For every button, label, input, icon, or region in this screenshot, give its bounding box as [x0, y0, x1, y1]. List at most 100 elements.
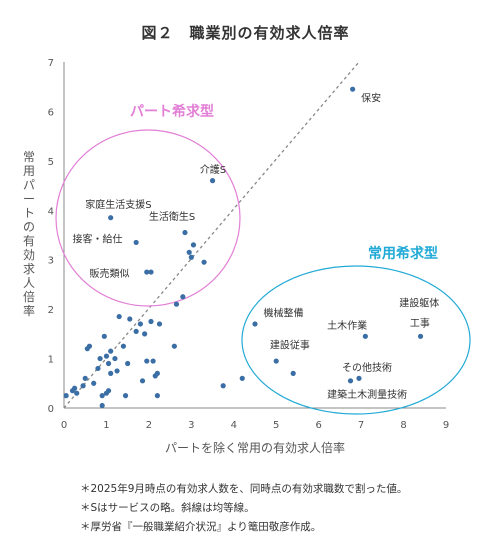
data-point: [190, 242, 197, 248]
data-point: [273, 358, 279, 364]
x-tick-label: 4: [231, 420, 237, 431]
x-tick-label: 1: [103, 420, 109, 431]
data-point: [154, 393, 160, 399]
point-label: 工事: [410, 316, 430, 329]
data-point: [91, 380, 97, 386]
data-point: [108, 370, 114, 376]
data-point: [72, 385, 78, 391]
data-point: [201, 259, 207, 265]
data-point: [99, 393, 105, 399]
x-tick-label: 2: [146, 420, 152, 431]
data-point: [186, 249, 192, 255]
data-point: [180, 294, 186, 300]
point-label: 接客・給仕: [72, 232, 122, 245]
point-label: 機械整備: [263, 307, 303, 320]
x-tick-label: 0: [61, 420, 67, 431]
y-tick-label: 1: [48, 355, 54, 366]
data-point: [290, 370, 296, 376]
data-point: [139, 378, 146, 384]
y-tick-label: 5: [48, 157, 54, 168]
x-axis-label: パートを除く常用の有効求人倍率: [165, 440, 345, 455]
regular-type-ellipse: [241, 265, 471, 415]
data-point: [122, 393, 129, 399]
data-point: [80, 383, 86, 389]
data-point: [239, 375, 245, 381]
part-type-ellipse: [55, 129, 241, 307]
point-label: 生活衛生S: [149, 210, 195, 223]
data-point: [105, 360, 112, 367]
data-point: [150, 358, 156, 364]
equality-line: [63, 61, 360, 409]
x-tick-label: 6: [315, 420, 321, 431]
data-point: [182, 229, 188, 236]
note-2: ＊Sはサービスの略。斜線は均等線。: [80, 502, 255, 514]
data-point: [116, 313, 122, 320]
data-point: [156, 321, 163, 327]
y-tick-label: 7: [48, 58, 54, 69]
data-point: [148, 318, 154, 325]
point-label: 建築土木測量技術: [327, 388, 407, 401]
x-tick-label: 9: [443, 420, 449, 431]
point-label: 販売類似: [89, 267, 129, 280]
data-point: [127, 316, 133, 322]
y-tick-label: 6: [48, 107, 54, 118]
data-point: [144, 358, 150, 364]
data-point: [417, 333, 424, 339]
y-tick-label: 4: [48, 206, 54, 217]
notes: ＊2025年9月時点の有効求人数を、同時点の有効求職数で割った値。 ＊Sはサービ…: [80, 480, 407, 537]
note-3: ＊厚労省『一般職業紹介状況』より篭田敬彦作成。: [80, 521, 322, 533]
data-point: [171, 343, 177, 349]
data-point: [173, 301, 180, 307]
data-point: [74, 390, 80, 396]
point-label: 土木作業: [327, 319, 367, 332]
data-point: [112, 355, 118, 362]
data-point: [188, 254, 194, 260]
y-tick-label: 0: [48, 404, 54, 415]
y-tick-label: 3: [48, 256, 54, 267]
data-point: [133, 239, 139, 246]
data-point: [252, 321, 258, 327]
data-point: [125, 360, 131, 367]
data-point: [148, 269, 154, 275]
data-point: [99, 402, 105, 409]
data-point: [137, 321, 143, 327]
x-tick-label: 7: [358, 420, 364, 431]
x-tick-label: 8: [400, 420, 406, 431]
data-point: [347, 378, 354, 384]
data-point: [133, 328, 139, 334]
data-point: [209, 178, 216, 184]
regular-type-annotation: 常用希求型: [368, 245, 438, 262]
data-point: [114, 368, 120, 374]
data-point: [63, 393, 69, 399]
part-type-annotation: パート希求型: [130, 103, 214, 120]
x-tick-label: 5: [273, 420, 279, 431]
data-point: [95, 365, 101, 372]
data-point: [108, 348, 114, 354]
data-point: [350, 86, 356, 92]
data-point: [144, 269, 150, 275]
data-point: [356, 375, 362, 381]
data-point: [154, 370, 160, 376]
data-point: [142, 331, 148, 337]
data-point: [97, 355, 103, 362]
chart-title: 図２ 職業別の有効求人倍率: [141, 24, 350, 42]
point-label: 介護S: [200, 163, 226, 176]
point-label: 建設躯体: [399, 297, 439, 310]
data-point: [362, 333, 368, 339]
y-axis-label: 常用パートの有効求人倍率: [22, 150, 35, 318]
data-point: [120, 343, 127, 349]
data-point: [86, 343, 93, 349]
data-point: [105, 388, 112, 394]
data-point: [101, 333, 107, 339]
point-label: その他技術: [342, 361, 392, 374]
data-point: [82, 375, 88, 381]
x-tick-label: 3: [188, 420, 194, 431]
note-1: ＊2025年9月時点の有効求人数を、同時点の有効求職数で割った値。: [80, 483, 408, 495]
data-point: [103, 353, 110, 359]
point-label: 保安: [361, 92, 381, 105]
data-point: [108, 215, 114, 221]
point-label: 家庭生活支援S: [85, 198, 151, 211]
point-label: 建設従事: [270, 339, 310, 352]
data-point: [220, 383, 226, 389]
